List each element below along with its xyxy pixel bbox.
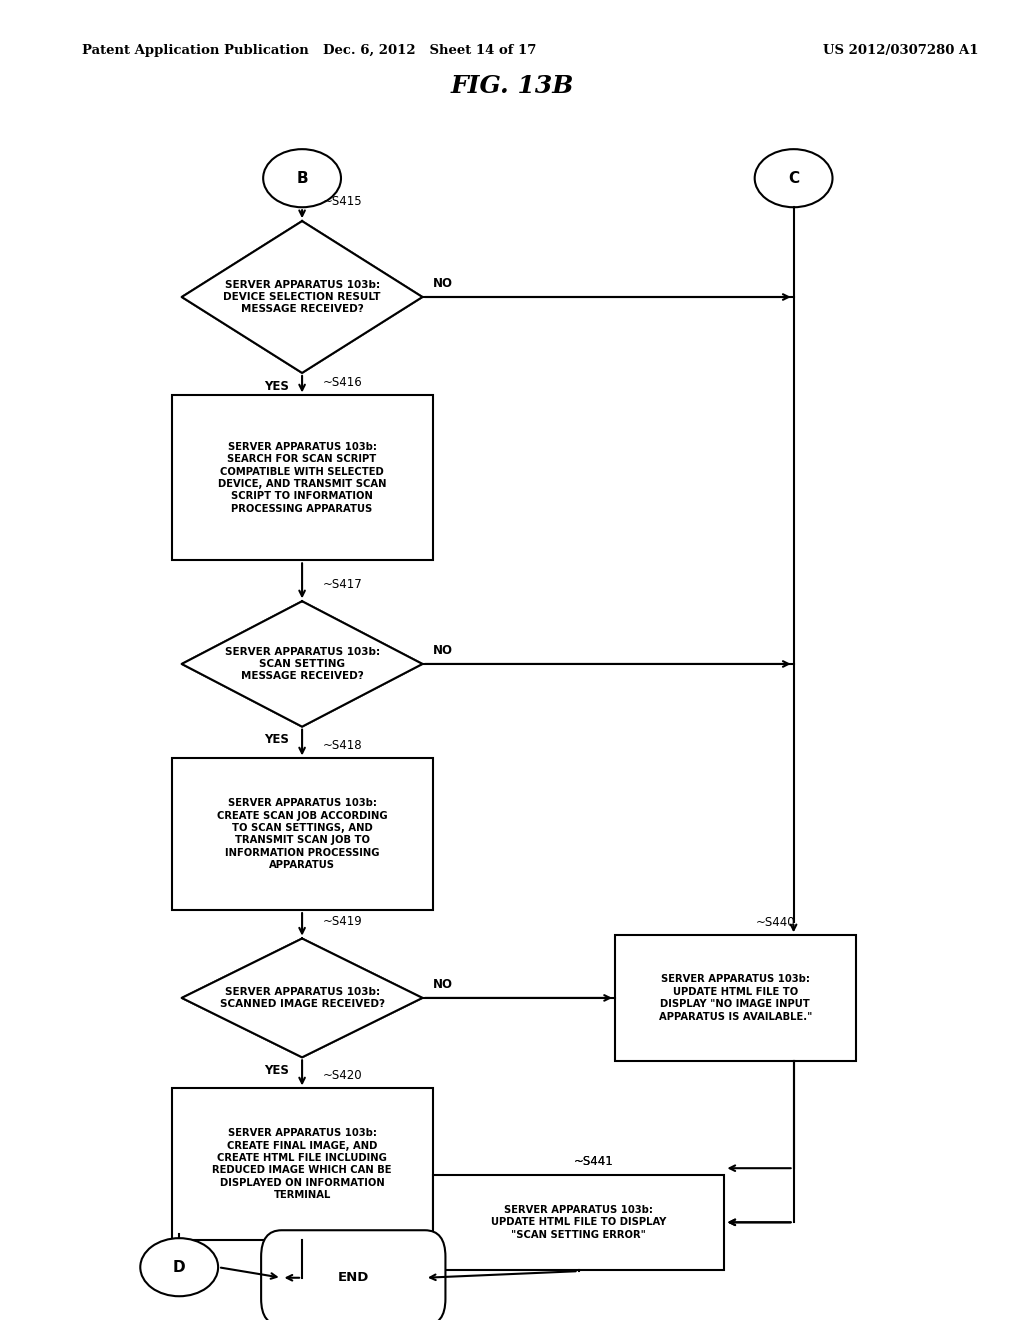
Text: FIG. 13B: FIG. 13B <box>451 74 573 98</box>
Text: ~S415: ~S415 <box>323 195 362 207</box>
Text: ~S416: ~S416 <box>323 376 362 388</box>
Text: C: C <box>788 170 799 186</box>
Polygon shape <box>182 602 422 726</box>
Text: ~S441: ~S441 <box>573 1155 613 1168</box>
Text: YES: YES <box>264 734 289 746</box>
Ellipse shape <box>140 1238 218 1296</box>
FancyBboxPatch shape <box>432 1175 725 1270</box>
Text: YES: YES <box>264 380 289 392</box>
Text: SERVER APPARATUS 103b:
CREATE SCAN JOB ACCORDING
TO SCAN SETTINGS, AND
TRANSMIT : SERVER APPARATUS 103b: CREATE SCAN JOB A… <box>217 799 387 870</box>
Text: ~S420: ~S420 <box>323 1069 362 1082</box>
Text: SERVER APPARATUS 103b:
SCANNED IMAGE RECEIVED?: SERVER APPARATUS 103b: SCANNED IMAGE REC… <box>219 987 385 1008</box>
Text: SERVER APPARATUS 103b:
DEVICE SELECTION RESULT
MESSAGE RECEIVED?: SERVER APPARATUS 103b: DEVICE SELECTION … <box>223 280 381 314</box>
Ellipse shape <box>755 149 833 207</box>
Text: ~S441: ~S441 <box>573 1155 613 1168</box>
FancyBboxPatch shape <box>171 1088 432 1241</box>
Ellipse shape <box>263 149 341 207</box>
Text: SERVER APPARATUS 103b:
UPDATE HTML FILE TO
DISPLAY "NO IMAGE INPUT
APPARATUS IS : SERVER APPARATUS 103b: UPDATE HTML FILE … <box>658 974 812 1022</box>
Text: ~S440: ~S440 <box>756 916 796 929</box>
Text: ~S418: ~S418 <box>323 739 362 752</box>
FancyBboxPatch shape <box>171 758 432 911</box>
Text: SERVER APPARATUS 103b:
SEARCH FOR SCAN SCRIPT
COMPATIBLE WITH SELECTED
DEVICE, A: SERVER APPARATUS 103b: SEARCH FOR SCAN S… <box>218 442 386 513</box>
Text: SERVER APPARATUS 103b:
CREATE FINAL IMAGE, AND
CREATE HTML FILE INCLUDING
REDUCE: SERVER APPARATUS 103b: CREATE FINAL IMAG… <box>212 1129 392 1200</box>
FancyBboxPatch shape <box>261 1230 445 1320</box>
FancyBboxPatch shape <box>171 396 432 560</box>
Text: US 2012/0307280 A1: US 2012/0307280 A1 <box>823 44 979 57</box>
Text: D: D <box>173 1259 185 1275</box>
Text: SERVER APPARATUS 103b:
SCAN SETTING
MESSAGE RECEIVED?: SERVER APPARATUS 103b: SCAN SETTING MESS… <box>224 647 380 681</box>
Text: ~S419: ~S419 <box>323 915 362 928</box>
Text: NO: NO <box>432 644 453 657</box>
FancyBboxPatch shape <box>614 935 856 1061</box>
Text: SERVER APPARATUS 103b:
UPDATE HTML FILE TO DISPLAY
"SCAN SETTING ERROR": SERVER APPARATUS 103b: UPDATE HTML FILE … <box>490 1205 667 1239</box>
Text: END: END <box>338 1271 369 1284</box>
Text: ~S417: ~S417 <box>323 578 362 591</box>
Polygon shape <box>182 220 422 372</box>
Polygon shape <box>182 939 422 1057</box>
Text: NO: NO <box>432 277 453 290</box>
Text: Patent Application Publication: Patent Application Publication <box>82 44 308 57</box>
Text: Dec. 6, 2012   Sheet 14 of 17: Dec. 6, 2012 Sheet 14 of 17 <box>324 44 537 57</box>
Text: NO: NO <box>432 978 453 991</box>
Text: YES: YES <box>264 1064 289 1077</box>
Text: B: B <box>296 170 308 186</box>
